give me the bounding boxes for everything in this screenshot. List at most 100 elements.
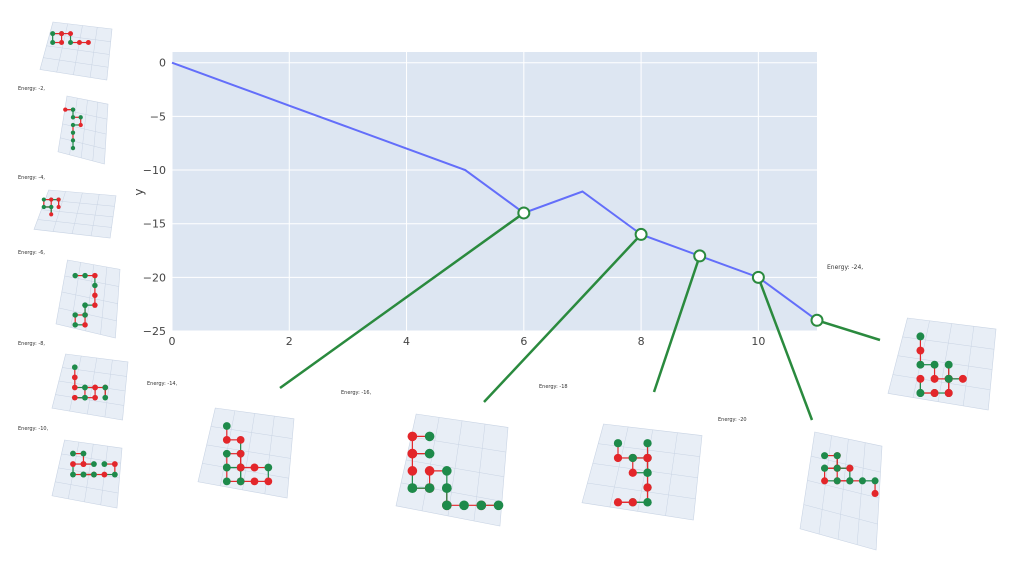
fold-residue bbox=[424, 448, 435, 459]
fold-residue bbox=[50, 40, 56, 46]
fold-thumbnail bbox=[887, 317, 997, 411]
fold-residue bbox=[92, 394, 98, 401]
fold-residue bbox=[111, 461, 118, 467]
fold-residue bbox=[916, 374, 925, 383]
highlight-marker bbox=[751, 270, 765, 284]
fold-residue bbox=[68, 40, 74, 46]
fold-residue bbox=[82, 272, 88, 279]
thumbnail-gridline bbox=[962, 326, 975, 406]
fold-residue bbox=[250, 463, 259, 472]
sidebar-energy-label-4: Energy: -4, bbox=[18, 175, 45, 181]
fold-residue bbox=[236, 463, 245, 472]
fold-residue bbox=[82, 312, 88, 318]
fold-residue bbox=[628, 453, 637, 463]
thumbnail-panel bbox=[57, 95, 109, 165]
energy-label-16: Energy: -16, bbox=[341, 390, 372, 396]
fold-residue bbox=[92, 272, 98, 279]
fold-residue bbox=[916, 346, 925, 355]
fold-residue bbox=[82, 322, 88, 328]
thumbnail-panel bbox=[799, 431, 883, 551]
fold-residue bbox=[833, 452, 841, 460]
fold-thumbnail bbox=[39, 21, 113, 81]
fold-residue bbox=[70, 461, 76, 467]
fold-thumbnail bbox=[51, 439, 123, 509]
y-tick-label: −15 bbox=[143, 218, 166, 231]
fold-residue bbox=[833, 464, 841, 472]
fold-residue bbox=[821, 464, 829, 472]
fold-residue bbox=[846, 464, 854, 472]
thumbnail-gridline bbox=[856, 442, 866, 545]
fold-residue bbox=[643, 439, 652, 448]
thumbnail-gridline bbox=[58, 467, 120, 479]
fold-residue bbox=[80, 461, 87, 467]
fold-residue bbox=[70, 130, 76, 135]
fold-residue bbox=[930, 360, 939, 369]
sidebar-energy-label-2: Energy: -2, bbox=[18, 86, 45, 92]
fold-residue bbox=[424, 431, 435, 442]
fold-residue bbox=[643, 468, 652, 477]
fold-residue bbox=[236, 435, 245, 444]
fold-residue bbox=[944, 360, 953, 369]
thumbnail-gridline bbox=[89, 27, 98, 78]
fold-residue bbox=[613, 439, 623, 448]
thumbnail-panel bbox=[197, 407, 295, 499]
callout-line bbox=[816, 319, 881, 342]
fold-residue bbox=[944, 389, 953, 397]
fold-residue bbox=[442, 483, 452, 493]
fold-residue bbox=[643, 483, 652, 492]
thumbnail-gridline bbox=[400, 482, 502, 502]
fold-residue bbox=[613, 498, 623, 507]
fold-residue bbox=[111, 471, 118, 478]
fold-residue bbox=[70, 450, 76, 457]
x-tick-label: 0 bbox=[169, 335, 176, 348]
fold-residue bbox=[916, 332, 925, 341]
fold-residue bbox=[476, 500, 487, 511]
fold-residue bbox=[56, 197, 61, 202]
thumbnail-gridline bbox=[587, 482, 696, 500]
thumbnail-gridline bbox=[62, 123, 107, 135]
fold-thumbnail bbox=[55, 259, 121, 339]
fold-residue bbox=[70, 471, 76, 478]
energy-label-20: Energy: -20 bbox=[718, 417, 747, 423]
fold-thumbnail bbox=[799, 431, 883, 551]
y-axis-label: y bbox=[132, 188, 146, 195]
thumbnail-gridline bbox=[803, 504, 878, 525]
thumbnail-gridline bbox=[61, 291, 118, 304]
energy-label-14: Energy: -14, bbox=[147, 381, 178, 387]
highlight-marker bbox=[693, 249, 707, 263]
fold-residue bbox=[821, 477, 829, 485]
fold-residue bbox=[424, 466, 435, 476]
callout-line bbox=[279, 211, 525, 390]
fold-residue bbox=[407, 448, 418, 459]
thumbnail-gridline bbox=[202, 463, 289, 479]
fold-residue bbox=[407, 431, 418, 442]
fold-residue bbox=[222, 422, 231, 430]
y-tick-label: −25 bbox=[143, 325, 166, 338]
fold-residue bbox=[222, 449, 231, 458]
thumbnail-gridline bbox=[92, 102, 98, 161]
fold-residue bbox=[442, 500, 452, 511]
fold-residue bbox=[407, 483, 418, 493]
thumbnail-gridline bbox=[37, 219, 112, 228]
y-tick-label: 0 bbox=[159, 57, 166, 70]
x-tick-label: 4 bbox=[403, 335, 410, 348]
callout-lines bbox=[279, 211, 881, 421]
fold-residue bbox=[222, 463, 231, 472]
fold-residue bbox=[871, 477, 879, 485]
fold-residue bbox=[68, 31, 74, 37]
thumbnail-gridline bbox=[55, 481, 119, 494]
thumbnail-gridline bbox=[665, 432, 678, 516]
fold-residue bbox=[71, 394, 78, 401]
thumbnail-gridline bbox=[90, 194, 100, 236]
callout-line bbox=[483, 233, 643, 403]
fold-residue bbox=[71, 374, 78, 381]
fold-residue bbox=[85, 40, 91, 46]
thumbnail-panel bbox=[887, 317, 997, 411]
fold-residue bbox=[71, 384, 78, 391]
fold-residue bbox=[102, 384, 109, 391]
fold-residue bbox=[264, 477, 273, 486]
fold-residue bbox=[958, 374, 967, 383]
fold-residue bbox=[56, 204, 61, 210]
fold-residue bbox=[49, 204, 54, 210]
